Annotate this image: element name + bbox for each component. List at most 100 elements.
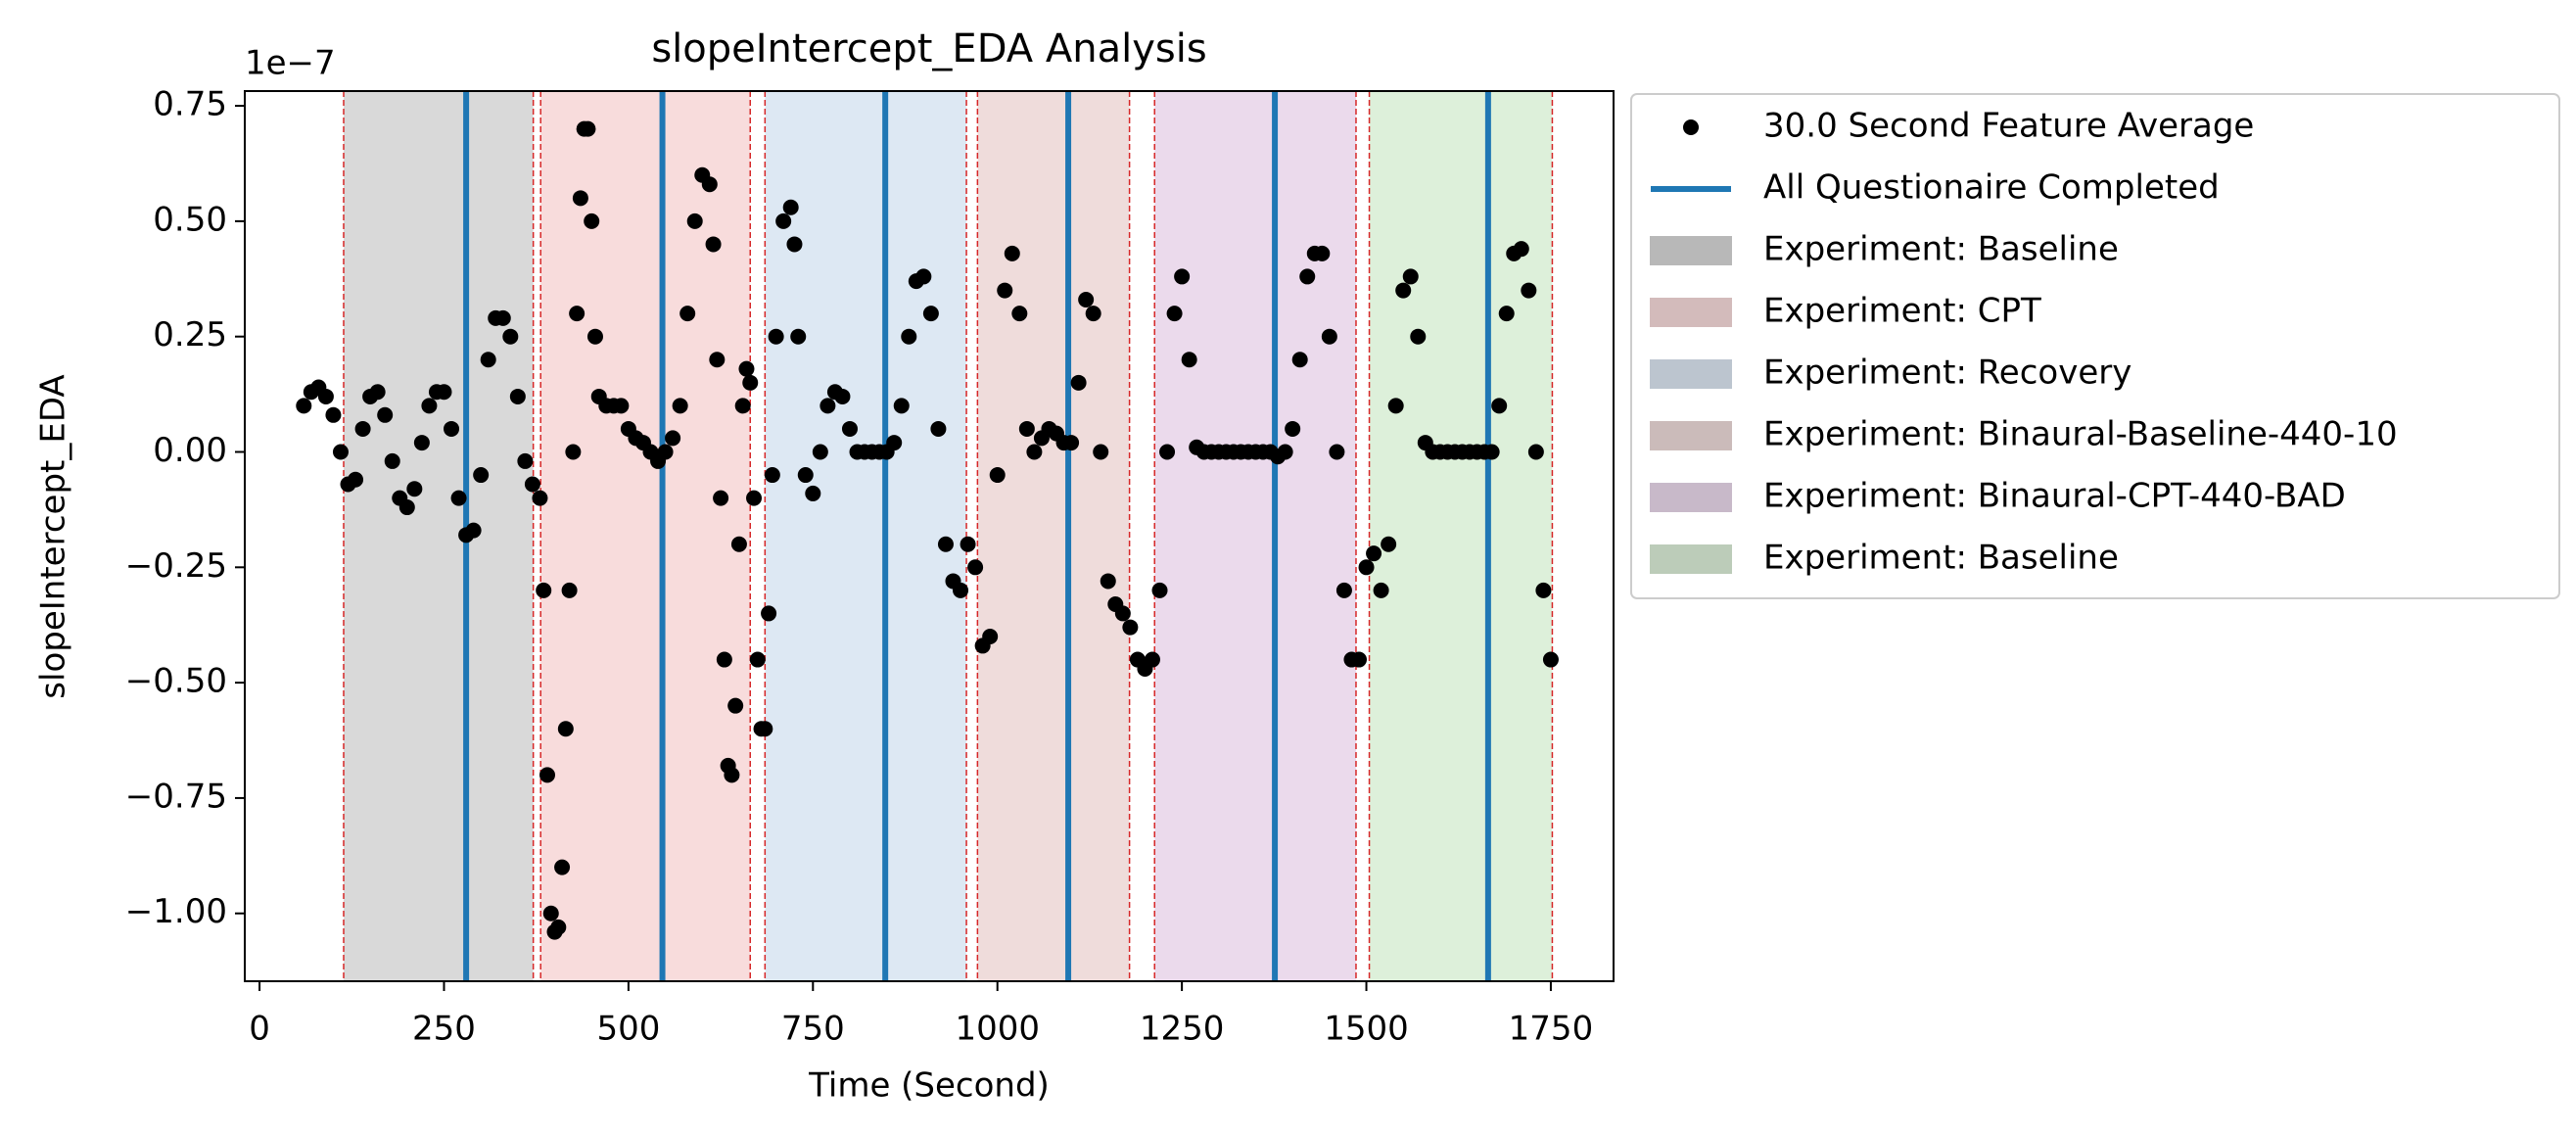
data-point	[1085, 306, 1101, 322]
span	[977, 91, 1130, 981]
data-point	[1004, 245, 1020, 261]
legend-patch	[1650, 544, 1732, 574]
data-point	[450, 490, 467, 506]
data-point	[967, 559, 984, 576]
data-point	[354, 420, 371, 437]
data-point	[734, 398, 751, 414]
data-point	[613, 398, 630, 414]
legend-marker	[1683, 119, 1699, 135]
data-point	[727, 697, 744, 714]
data-point	[679, 306, 696, 322]
data-point	[580, 120, 596, 137]
data-point	[820, 398, 836, 414]
data-point	[657, 444, 674, 460]
data-point	[377, 406, 394, 423]
data-point	[1174, 268, 1191, 285]
data-point	[749, 651, 766, 668]
data-point	[1542, 651, 1559, 668]
data-point	[436, 384, 452, 401]
span	[1369, 91, 1553, 981]
data-point	[584, 213, 600, 229]
data-point	[1358, 559, 1375, 576]
data-point	[1314, 245, 1331, 261]
data-point	[1335, 582, 1352, 598]
data-point	[1513, 241, 1529, 258]
data-point	[746, 490, 763, 506]
x-tick-label: 1750	[1509, 1010, 1594, 1049]
data-point	[421, 398, 438, 414]
data-point	[915, 268, 932, 285]
data-point	[1491, 398, 1508, 414]
data-point	[1100, 573, 1116, 590]
data-point	[805, 485, 821, 501]
data-point	[953, 582, 969, 598]
legend-patch	[1650, 298, 1732, 327]
data-point	[982, 628, 999, 644]
data-point	[532, 490, 548, 506]
data-point	[369, 384, 386, 401]
y-tick-label: 0.25	[153, 315, 227, 354]
data-point	[536, 582, 552, 598]
data-point	[834, 388, 851, 404]
y-offset-label: 1e−7	[245, 44, 336, 83]
data-point	[572, 190, 588, 207]
data-point	[841, 420, 858, 437]
legend-frame	[1630, 93, 2560, 599]
data-point	[1527, 444, 1544, 460]
y-tick-label: 0.50	[153, 200, 227, 239]
data-point	[1114, 605, 1131, 622]
data-point	[1285, 420, 1301, 437]
data-point	[539, 767, 555, 783]
data-point	[494, 309, 511, 326]
data-point	[1498, 306, 1515, 322]
y-tick-label: −0.75	[125, 777, 227, 816]
x-tick-label: 250	[412, 1010, 476, 1049]
x-tick-label: 750	[781, 1010, 845, 1049]
legend-label: 30.0 Second Feature Average	[1763, 107, 2254, 146]
x-axis-label: Time (Second)	[808, 1066, 1050, 1106]
data-point	[398, 499, 415, 516]
data-point	[797, 467, 814, 484]
chart-title: slopeIntercept_EDA Analysis	[651, 26, 1206, 71]
span	[540, 91, 751, 981]
legend-label: Experiment: Baseline	[1763, 230, 2119, 269]
data-point	[1299, 268, 1316, 285]
data-point	[1291, 352, 1308, 368]
legend-patch	[1650, 359, 1732, 389]
data-point	[1181, 352, 1197, 368]
data-point	[786, 236, 803, 253]
legend-label: Experiment: CPT	[1763, 292, 2041, 331]
data-point	[738, 360, 755, 377]
data-point	[742, 374, 759, 391]
data-point	[406, 481, 423, 497]
data-point	[782, 199, 799, 215]
data-point	[665, 430, 681, 447]
data-point	[1063, 435, 1080, 451]
data-point	[937, 536, 954, 552]
x-tick-label: 0	[249, 1010, 270, 1049]
data-point	[1018, 420, 1035, 437]
data-point	[1321, 328, 1337, 345]
legend-label: Experiment: Baseline	[1763, 539, 2119, 578]
plot-frame	[244, 90, 1615, 982]
data-point	[480, 352, 496, 368]
data-point	[554, 859, 571, 875]
span	[343, 91, 534, 981]
data-point	[444, 420, 460, 437]
data-point	[1366, 545, 1382, 562]
data-point	[565, 444, 582, 460]
data-point	[757, 721, 773, 737]
data-point	[709, 352, 726, 368]
span	[1154, 91, 1356, 981]
data-point	[473, 467, 490, 484]
y-tick-label: −1.00	[125, 892, 227, 931]
data-point	[764, 467, 780, 484]
data-point	[713, 490, 729, 506]
data-point	[1277, 444, 1293, 460]
data-point	[893, 398, 910, 414]
data-point	[997, 282, 1013, 299]
data-point	[1122, 619, 1139, 636]
data-point	[348, 471, 364, 488]
y-tick-label: −0.25	[125, 546, 227, 586]
data-point	[701, 176, 718, 193]
